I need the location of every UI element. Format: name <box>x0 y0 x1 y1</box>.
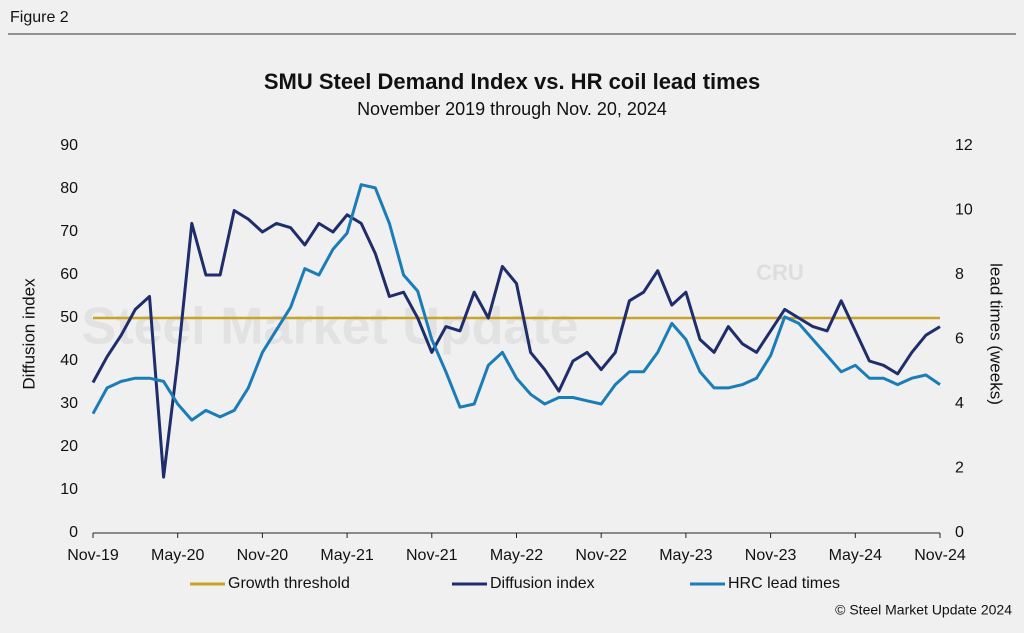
y-tick-label: 30 <box>60 395 78 412</box>
legend-label: Diffusion index <box>490 575 595 592</box>
series-line <box>91 209 941 479</box>
y-tick-label: 0 <box>69 524 78 541</box>
x-tick-label: May-23 <box>659 547 712 564</box>
x-tick-label: Nov-24 <box>914 547 966 564</box>
x-tick-label: Nov-23 <box>745 547 797 564</box>
y2-tick-label: 0 <box>955 524 964 541</box>
x-tick-label: Nov-21 <box>406 547 458 564</box>
watermark: Steel Market Update <box>81 298 578 356</box>
y-axis-label: Diffusion index <box>19 278 38 390</box>
y-tick-label: 70 <box>60 223 78 240</box>
x-tick-label: Nov-22 <box>575 547 627 564</box>
chart-subtitle: November 2019 through Nov. 20, 2024 <box>357 99 667 119</box>
y-tick-label: 10 <box>60 481 78 498</box>
y2-tick-label: 8 <box>955 266 964 283</box>
y2-tick-label: 6 <box>955 331 964 348</box>
y2-tick-label: 2 <box>955 460 964 477</box>
figure-label: Figure 2 <box>10 9 69 26</box>
chart-title: SMU Steel Demand Index vs. HR coil lead … <box>264 69 760 94</box>
legend-label: HRC lead times <box>728 575 840 592</box>
x-tick-label: May-21 <box>320 547 373 564</box>
y2-tick-label: 4 <box>955 395 964 412</box>
y-tick-label: 40 <box>60 352 78 369</box>
x-tick-label: May-20 <box>151 547 204 564</box>
logo: CRU <box>756 260 804 285</box>
source-note: © Steel Market Update 2024 <box>835 602 1012 618</box>
y-tick-label: 80 <box>60 180 78 197</box>
x-tick-label: Nov-19 <box>67 547 119 564</box>
series-line <box>91 183 941 422</box>
y-tick-label: 20 <box>60 438 78 455</box>
y-tick-label: 60 <box>60 266 78 283</box>
legend-label: Growth threshold <box>228 575 350 592</box>
x-tick-label: May-24 <box>829 547 882 564</box>
y2-tick-label: 12 <box>955 137 973 154</box>
y2-tick-label: 10 <box>955 202 973 219</box>
y-tick-label: 90 <box>60 137 78 154</box>
y2-axis-label: lead times (weeks) <box>987 263 1006 405</box>
x-tick-label: May-22 <box>490 547 543 564</box>
x-tick-label: Nov-20 <box>237 547 289 564</box>
y-tick-label: 50 <box>60 309 78 326</box>
